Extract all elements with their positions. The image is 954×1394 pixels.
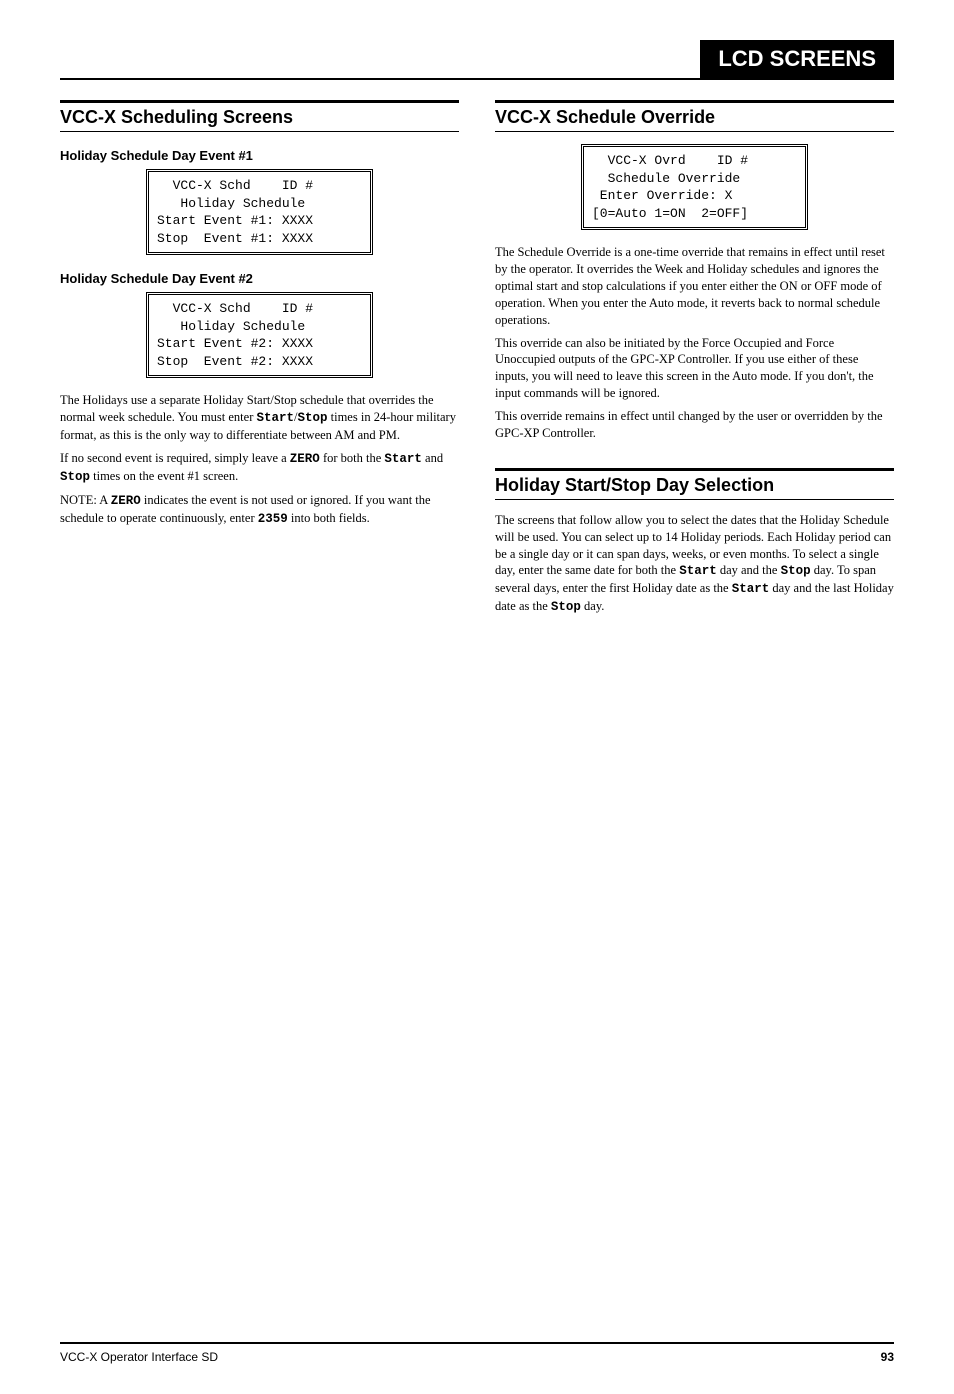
page-header: LCD SCREENS xyxy=(60,40,894,80)
header-title: LCD SCREENS xyxy=(700,40,894,78)
lcd-holiday-event2: VCC-X Schd ID # Holiday Schedule Start E… xyxy=(146,292,373,378)
right-para-1: The Schedule Override is a one-time over… xyxy=(495,244,894,328)
left-section-title: VCC-X Scheduling Screens xyxy=(60,100,459,132)
right-section-title: VCC-X Schedule Override xyxy=(495,100,894,132)
left-para-3: NOTE: A ZERO indicates the event is not … xyxy=(60,492,459,528)
holiday-startstop-heading: Holiday Start/Stop Day Selection xyxy=(495,468,894,500)
footer-left: VCC-X Operator Interface SD xyxy=(60,1350,218,1364)
lcd-schedule-override: VCC-X Ovrd ID # Schedule Override Enter … xyxy=(581,144,808,230)
left-column: VCC-X Scheduling Screens Holiday Schedul… xyxy=(60,100,459,622)
holiday-event1-heading: Holiday Schedule Day Event #1 xyxy=(60,148,459,163)
right-column: VCC-X Schedule Override VCC-X Ovrd ID # … xyxy=(495,100,894,622)
left-para-1: The Holidays use a separate Holiday Star… xyxy=(60,392,459,444)
footer-page-number: 93 xyxy=(881,1350,894,1364)
right-para-2: This override can also be initiated by t… xyxy=(495,335,894,403)
left-para-2: If no second event is required, simply l… xyxy=(60,450,459,486)
right-para-3: This override remains in effect until ch… xyxy=(495,408,894,442)
holiday-event2-heading: Holiday Schedule Day Event #2 xyxy=(60,271,459,286)
lcd-holiday-event1: VCC-X Schd ID # Holiday Schedule Start E… xyxy=(146,169,373,255)
page-footer: VCC-X Operator Interface SD 93 xyxy=(60,1342,894,1364)
right-para-below: The screens that follow allow you to sel… xyxy=(495,512,894,616)
